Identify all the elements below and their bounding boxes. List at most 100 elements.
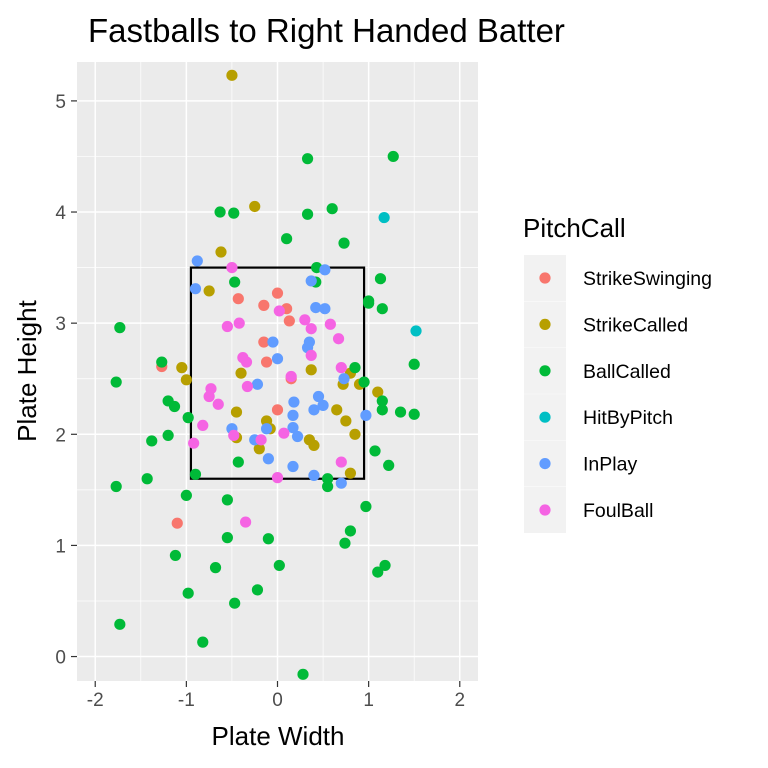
point-BallCalled [262,533,274,545]
point-StrikeSwinging [232,293,244,305]
y-tick-label: 2 [55,425,66,446]
point-StrikeCalled [349,428,361,440]
point-FoulBall [271,472,284,484]
point-BallCalled [394,406,407,418]
point-InPlay [271,353,284,365]
x-tick-label: 0 [272,690,283,711]
point-FoulBall [285,370,297,383]
y-axis-title: Plate Height [12,299,42,441]
point-BallCalled [281,233,293,245]
point-BallCalled [369,445,381,457]
x-axis-ticks: -2 -1 0 1 2 [87,681,465,711]
point-StrikeCalled [305,364,317,376]
point-StrikeCalled [340,415,352,427]
legend-title: PitchCall [523,213,626,243]
x-tick-label: 2 [454,690,465,711]
point-StrikeCalled [215,246,227,258]
point-StrikeCalled [331,404,343,416]
point-BallCalled [297,668,309,680]
point-BallCalled [344,525,357,537]
point-BallCalled [221,532,233,544]
point-BallCalled [383,459,395,472]
point-InPlay [260,423,273,435]
point-BallCalled [301,153,314,165]
legend-label: HitByPitch [583,407,673,429]
legend-item: FoulBall [524,487,653,533]
series-InPlay [189,255,372,489]
point-FoulBall [335,456,347,468]
point-BallCalled [338,237,350,249]
point-BallCalled [232,456,244,468]
point-BallCalled [379,559,391,572]
legend-item: BallCalled [524,347,671,394]
point-FoulBall [324,318,336,330]
point-BallCalled [374,273,387,285]
point-FoulBall [255,434,267,446]
series-FoulBall [188,261,347,528]
point-BallCalled [376,303,388,315]
point-FoulBall [188,437,200,449]
point-InPlay [308,469,320,482]
point-BallCalled [273,559,285,572]
point-InPlay [317,399,329,411]
point-FoulBall [305,349,317,361]
point-BallCalled [146,435,158,447]
point-FoulBall [305,323,317,335]
point-FoulBall [203,390,215,403]
point-FoulBall [233,317,245,329]
point-BallCalled [229,276,241,288]
point-BallCalled [360,500,372,513]
point-StrikeCalled [249,200,261,213]
legend-label: InPlay [583,454,637,476]
point-InPlay [319,303,331,315]
point-InPlay [189,283,202,295]
point-StrikeSwinging [258,336,270,348]
legend-item: HitByPitch [524,394,673,441]
legend-swatch [539,272,551,284]
point-BallCalled [209,562,222,574]
x-tick-label: 1 [363,690,374,711]
legend-swatch [539,504,551,516]
legend-label: StrikeCalled [583,314,688,336]
point-FoulBall [240,516,252,528]
point-StrikeCalled [253,443,265,455]
legend: StrikeSwinging StrikeCalled BallCalled HitB… [524,255,712,533]
point-StrikeSwinging [258,299,270,311]
point-InPlay [335,477,347,489]
point-StrikeSwinging [260,356,273,368]
point-BallCalled [363,295,375,307]
y-tick-label: 0 [55,648,66,669]
point-BallCalled [141,473,153,485]
point-StrikeCalled [230,406,243,418]
point-InPlay [360,409,372,421]
point-FoulBall [299,314,311,326]
point-FoulBall [332,333,345,345]
legend-item: InPlay [524,440,637,487]
point-BallCalled [168,400,181,413]
legend-label: BallCalled [583,361,671,383]
point-FoulBall [278,427,290,439]
legend-swatch [539,365,551,377]
point-BallCalled [228,207,240,219]
point-InPlay [191,255,203,267]
point-BallCalled [110,480,122,493]
legend-swatch [539,458,551,470]
point-FoulBall [240,356,253,368]
point-BallCalled [376,395,388,407]
point-StrikeCalled [226,69,238,81]
point-StrikeCalled [176,362,188,374]
point-BallCalled [221,494,233,506]
point-StrikeCalled [344,467,357,479]
point-BallCalled [251,584,264,596]
point-StrikeSwinging [171,517,183,529]
point-BallCalled [322,480,334,493]
point-FoulBall [335,362,347,374]
point-FoulBall [226,261,238,274]
y-tick-label: 3 [55,314,66,335]
point-FoulBall [221,320,233,333]
point-BallCalled [162,429,174,442]
point-InPlay [305,275,317,287]
point-InPlay [287,409,299,421]
point-StrikeCalled [372,386,384,398]
